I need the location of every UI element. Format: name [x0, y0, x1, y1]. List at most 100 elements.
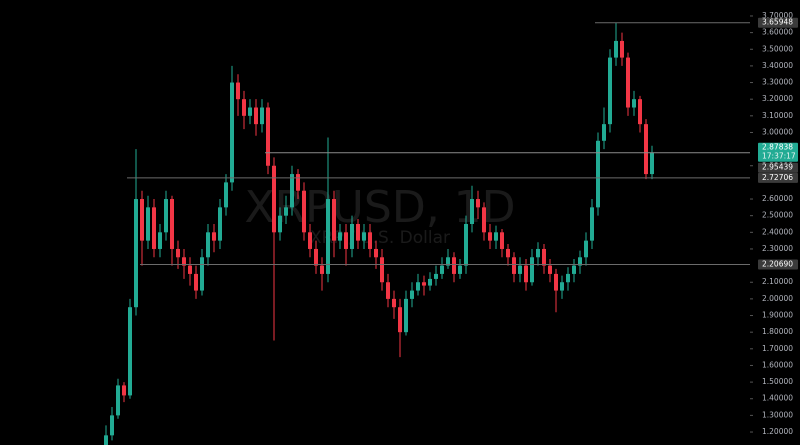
y-tick-label: 3.10000 — [762, 111, 793, 120]
candle-body — [494, 232, 498, 241]
y-tick-label: 1.80000 — [762, 327, 793, 336]
candle-body — [446, 257, 450, 266]
y-tick-label: 3.00000 — [762, 127, 793, 136]
candle-body — [632, 99, 636, 108]
candle-body — [482, 207, 486, 233]
candle-body — [344, 232, 348, 249]
candle-body — [452, 257, 456, 274]
candle-body — [332, 199, 336, 241]
candle-body — [422, 282, 426, 286]
candle-body — [230, 82, 234, 183]
candle-body — [206, 232, 210, 258]
candle-body — [398, 307, 402, 333]
candle-body — [416, 282, 420, 291]
candle-body — [542, 248, 546, 266]
candle-body — [512, 257, 516, 274]
candle-body — [476, 199, 480, 208]
candle-body — [296, 174, 300, 191]
candle-body — [146, 207, 150, 241]
candle-body — [470, 199, 474, 224]
candle-body — [122, 385, 126, 396]
candle-body — [302, 190, 306, 233]
candle-body — [362, 232, 366, 241]
candle-body — [458, 265, 462, 274]
candle-body — [386, 282, 390, 299]
candle-body — [260, 107, 264, 125]
price-label-box — [758, 17, 798, 28]
reference-label-box — [758, 162, 798, 173]
candle-body — [254, 107, 258, 125]
candle-body — [464, 223, 468, 266]
candle-body — [272, 165, 276, 233]
candle-body — [182, 257, 186, 266]
price-label: 2.20690 — [762, 259, 793, 268]
candle-body — [308, 232, 312, 249]
candle-body — [626, 57, 630, 108]
candle-body — [134, 199, 138, 308]
candle-body — [194, 273, 198, 291]
current-price-box — [758, 142, 798, 162]
candle-body — [350, 223, 354, 249]
candle-body — [506, 248, 510, 258]
plot-area — [104, 22, 750, 445]
price-label: 3.65948 — [762, 18, 793, 27]
candle-body — [374, 248, 378, 258]
candle-body — [152, 207, 156, 249]
candle-body — [554, 273, 558, 291]
y-tick-label: 3.30000 — [762, 78, 793, 87]
candle-body — [116, 385, 120, 416]
candle-body — [176, 248, 180, 258]
candle-body — [530, 257, 534, 283]
candle-body — [224, 182, 228, 208]
price-label: 2.72706 — [762, 173, 793, 182]
candle-body — [404, 298, 408, 333]
candle-body — [566, 273, 570, 283]
candle-body — [170, 199, 174, 249]
candle-body — [608, 57, 612, 125]
reference-label: 2.95439 — [762, 163, 793, 172]
y-tick-label: 2.60000 — [762, 194, 793, 203]
candle-body — [290, 174, 294, 208]
candle-body — [188, 265, 192, 274]
candle-body — [590, 207, 594, 241]
y-tick-label: 2.00000 — [762, 294, 793, 303]
candle-body — [536, 248, 540, 258]
candle-body — [578, 257, 582, 266]
candle-body — [314, 248, 318, 266]
y-tick-label: 1.90000 — [762, 311, 793, 320]
candle-body — [248, 107, 252, 116]
candle-body — [500, 232, 504, 249]
candle-body — [284, 207, 288, 216]
y-tick-label: 3.40000 — [762, 61, 793, 70]
watermark-description: XRP / U.S. Dollar — [310, 228, 450, 248]
candle-body — [266, 107, 270, 166]
candle-body — [410, 290, 414, 299]
candle-body — [338, 232, 342, 241]
candle-body — [242, 99, 246, 116]
candle-body — [548, 265, 552, 274]
candle-body — [614, 40, 618, 58]
candle-body — [212, 232, 216, 241]
price-axis: 1.20000 1.30000 1.40000 1.50000 1.60000 1.700… — [750, 11, 798, 436]
candle-body — [584, 240, 588, 258]
candle-body — [602, 124, 606, 141]
price-label-box — [758, 172, 798, 183]
candle-body — [596, 140, 600, 208]
y-tick-label: 2.40000 — [762, 227, 793, 236]
candle-body — [128, 307, 132, 396]
candle-body — [110, 415, 114, 436]
candle-body — [140, 199, 144, 241]
candle-body — [524, 265, 528, 283]
candle-body — [638, 99, 642, 125]
y-tick-label: 1.30000 — [762, 410, 793, 419]
candle-body — [428, 278, 432, 286]
candle-body — [218, 207, 222, 241]
candle-body — [560, 282, 564, 291]
y-tick-label: 2.30000 — [762, 244, 793, 253]
candle-body — [320, 265, 324, 274]
y-tick-label: 1.70000 — [762, 344, 793, 353]
candle-body — [644, 124, 648, 175]
y-tick-label: 2.50000 — [762, 211, 793, 220]
